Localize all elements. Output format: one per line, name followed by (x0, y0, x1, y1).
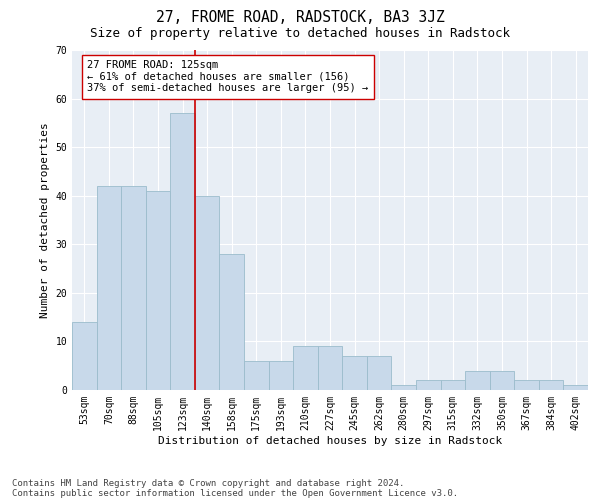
Bar (490, 370, 514, 390)
Bar (440, 380, 465, 390)
Y-axis label: Number of detached properties: Number of detached properties (40, 122, 50, 318)
Bar (318, 346, 342, 390)
Bar (97, 186, 121, 390)
Bar (391, 385, 416, 390)
Text: 27 FROME ROAD: 125sqm
← 61% of detached houses are smaller (156)
37% of semi-det: 27 FROME ROAD: 125sqm ← 61% of detached … (88, 60, 369, 94)
Bar (244, 361, 269, 390)
Bar (465, 370, 490, 390)
Bar (146, 191, 170, 390)
Bar (220, 254, 244, 390)
Text: 27, FROME ROAD, RADSTOCK, BA3 3JZ: 27, FROME ROAD, RADSTOCK, BA3 3JZ (155, 10, 445, 25)
Bar (195, 196, 220, 390)
Bar (170, 113, 195, 390)
Bar (539, 380, 563, 390)
Text: Contains public sector information licensed under the Open Government Licence v3: Contains public sector information licen… (12, 488, 458, 498)
Text: Size of property relative to detached houses in Radstock: Size of property relative to detached ho… (90, 28, 510, 40)
Text: Contains HM Land Registry data © Crown copyright and database right 2024.: Contains HM Land Registry data © Crown c… (12, 478, 404, 488)
Bar (72, 322, 97, 390)
X-axis label: Distribution of detached houses by size in Radstock: Distribution of detached houses by size … (158, 436, 502, 446)
Bar (121, 186, 146, 390)
Bar (269, 361, 293, 390)
Bar (563, 385, 588, 390)
Bar (367, 356, 391, 390)
Bar (514, 380, 539, 390)
Bar (342, 356, 367, 390)
Bar (416, 380, 440, 390)
Bar (293, 346, 318, 390)
